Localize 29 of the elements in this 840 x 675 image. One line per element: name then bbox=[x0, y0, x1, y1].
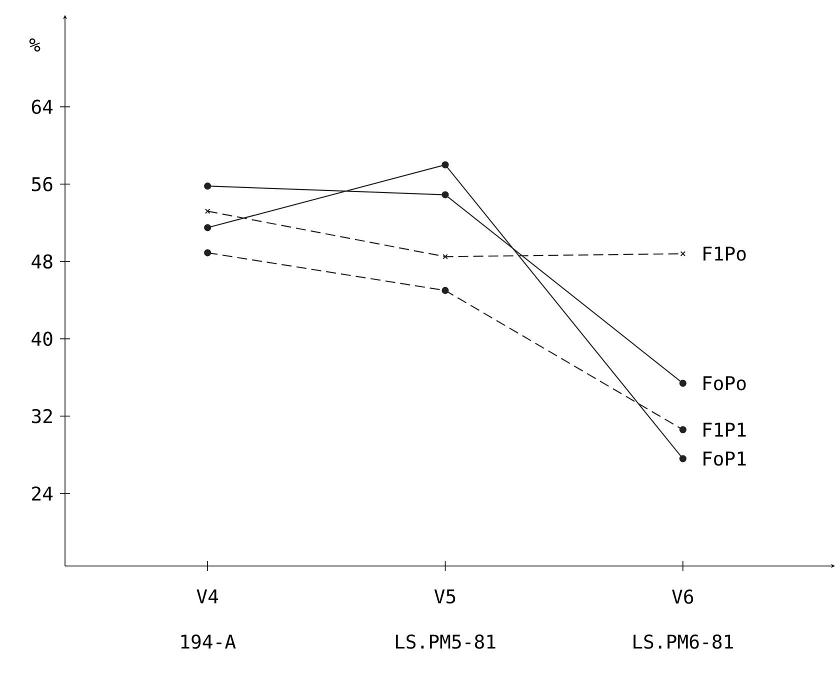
point bbox=[442, 254, 448, 260]
point bbox=[679, 455, 686, 462]
text: 194-A bbox=[181, 634, 236, 649]
point bbox=[679, 426, 686, 434]
point bbox=[204, 182, 212, 190]
y-tick-label: 64 bbox=[32, 100, 53, 114]
y-tick-label: 56 bbox=[32, 176, 52, 192]
point bbox=[204, 249, 212, 256]
point bbox=[442, 286, 449, 294]
y-tick-label: 32 bbox=[32, 408, 52, 424]
series-label: FoPo bbox=[704, 376, 746, 390]
series-label: FoP1 bbox=[704, 452, 746, 466]
text: LS.PM5-81 bbox=[396, 634, 496, 649]
text: LS.PM6-81 bbox=[634, 634, 733, 649]
x-tick-label: V6 bbox=[672, 589, 694, 604]
x-tick-label: V5 bbox=[434, 589, 456, 604]
x-tick-label: V4 bbox=[196, 589, 218, 604]
series-label: F1Po bbox=[704, 246, 746, 261]
y-axis-title: % bbox=[29, 38, 40, 52]
point bbox=[680, 251, 686, 256]
series-label: F1P1 bbox=[704, 422, 746, 437]
point bbox=[442, 161, 449, 168]
point bbox=[204, 208, 210, 214]
point bbox=[204, 224, 212, 232]
y-tick-label: 48 bbox=[32, 254, 52, 269]
point bbox=[442, 191, 449, 198]
y-tick-label: 24 bbox=[32, 486, 53, 501]
y-tick-label: 40 bbox=[32, 332, 52, 346]
point bbox=[679, 380, 686, 387]
